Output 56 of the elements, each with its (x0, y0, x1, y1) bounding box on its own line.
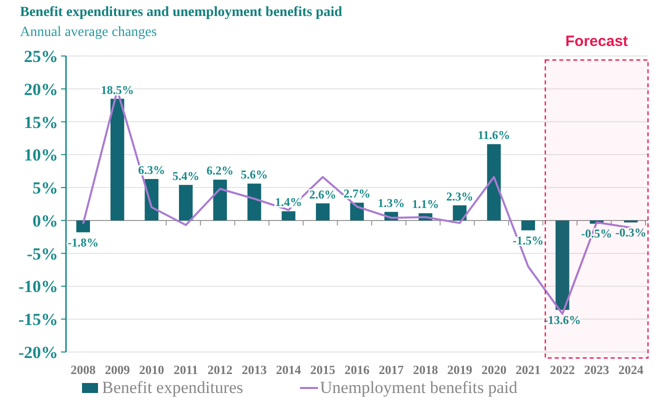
x-tick-label: 2024 (618, 363, 644, 377)
y-tick-label: 10% (24, 146, 58, 165)
x-tick-label: 2009 (104, 363, 130, 377)
legend-label: Unemployment benefits paid (320, 378, 518, 397)
bar (452, 205, 467, 220)
y-tick-label: -20% (18, 343, 58, 362)
data-label: 2.7% (344, 186, 370, 201)
data-label: 11.6% (478, 128, 510, 142)
y-tick-label: 5% (32, 178, 58, 198)
x-tick-label: 2013 (242, 363, 267, 377)
data-label: 5.6% (240, 168, 268, 182)
data-label: 18.5% (100, 82, 134, 97)
bar (178, 184, 193, 220)
bar (247, 184, 262, 220)
bar (487, 144, 501, 220)
y-tick-label: -5% (26, 244, 58, 264)
data-label: 1.1% (412, 197, 439, 212)
x-tick-label: 2014 (276, 363, 302, 377)
x-tick-label: 2015 (310, 363, 336, 377)
chart-title: Benefit expenditures and unemployment benefits paid (20, 5, 342, 20)
chart-subtitle: Annual average changes (20, 25, 157, 40)
y-tick-label: 15% (24, 112, 58, 132)
data-label: 6.2% (206, 164, 234, 178)
bar (282, 211, 296, 220)
x-tick-label: 2023 (584, 363, 610, 377)
legend-label: Benefit expenditures (102, 378, 244, 397)
data-label: 5.4% (172, 168, 200, 183)
x-tick-label: 2010 (139, 363, 164, 377)
data-label: 1.3% (378, 196, 405, 210)
x-tick-label: 2022 (550, 363, 575, 377)
x-tick-label: 2008 (70, 363, 96, 377)
x-tick-label: 2011 (174, 363, 198, 377)
bar (213, 180, 227, 220)
band-label: Forecast (565, 33, 628, 50)
x-tick-label: 2019 (447, 363, 472, 377)
bar (110, 98, 124, 220)
x-tick-label: 2016 (344, 363, 370, 377)
y-tick-label: -10% (18, 277, 58, 296)
data-label: -13.6% (544, 312, 581, 327)
y-tick-label: 20% (24, 80, 58, 99)
bar (316, 203, 330, 220)
bar (76, 220, 90, 232)
x-tick-label: 2012 (208, 363, 233, 377)
bar (556, 220, 570, 310)
x-tick-label: 2018 (412, 363, 438, 377)
y-tick-label: 25% (24, 47, 58, 66)
data-label: -0.3% (615, 225, 646, 240)
data-label: 2.3% (446, 189, 474, 204)
data-label: 2.6% (309, 187, 336, 202)
y-tick-label: 0% (32, 211, 58, 230)
bar (521, 220, 536, 230)
data-label: -1.8% (68, 235, 99, 250)
x-tick-label: 2020 (481, 363, 506, 377)
x-tick-label: 2017 (378, 363, 404, 377)
y-tick-label: -15% (18, 310, 58, 330)
x-tick-label: 2021 (516, 363, 541, 377)
